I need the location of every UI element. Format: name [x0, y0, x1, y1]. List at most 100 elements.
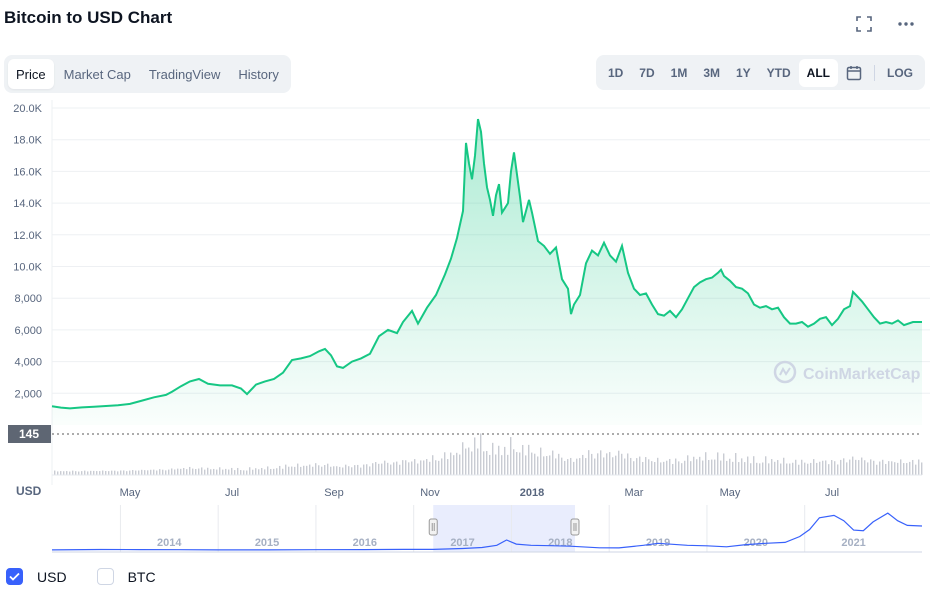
navigator-year-label: 2014	[157, 537, 182, 549]
volume-bar	[330, 466, 332, 475]
volume-bar	[675, 458, 677, 475]
volume-bar	[900, 459, 902, 475]
volume-bar	[504, 446, 506, 475]
volume-bar	[738, 462, 740, 475]
navigator-handle[interactable]	[428, 518, 438, 536]
volume-bar	[84, 470, 86, 475]
range-1d-button[interactable]: 1D	[607, 65, 624, 80]
more-icon[interactable]	[896, 14, 916, 34]
fullscreen-icon[interactable]	[854, 14, 874, 34]
volume-bar	[546, 456, 548, 475]
legend-usd[interactable]: USD	[6, 568, 67, 585]
volume-bar	[642, 461, 644, 475]
range-7d-button[interactable]: 7D	[639, 65, 655, 80]
usd-checkbox[interactable]	[6, 568, 23, 585]
volume-bar	[867, 462, 869, 475]
volume-bar	[501, 455, 503, 475]
volume-bar	[570, 457, 572, 475]
volume-bar	[132, 470, 134, 475]
range-ytd-button[interactable]: YTD	[766, 65, 791, 80]
volume-bar	[816, 462, 818, 475]
volume-bar	[558, 453, 560, 475]
volume-bar	[669, 458, 671, 475]
navigator-handle[interactable]	[570, 518, 580, 536]
volume-bar	[663, 461, 665, 475]
volume-bar	[825, 460, 827, 475]
volume-bar	[732, 461, 734, 475]
price-chart[interactable]: 2,000 4,000 6,000 8,000 10.0K 12.0K 14.0K 16.0K…	[0, 100, 930, 560]
volume-bar	[303, 465, 305, 475]
volume-bar	[57, 471, 59, 475]
navigator-line	[51, 512, 923, 551]
volume-bar	[624, 458, 626, 475]
volume-bar	[306, 465, 308, 475]
volume-bar	[399, 464, 401, 475]
volume-bar	[126, 471, 128, 475]
volume-bar	[780, 463, 782, 475]
price-line	[51, 118, 922, 410]
volume-bar	[462, 442, 464, 475]
tab-market-cap[interactable]: Market Cap	[63, 66, 131, 82]
volume-bar	[477, 448, 479, 475]
volume-bar	[564, 460, 566, 475]
tab-history[interactable]: History	[238, 66, 279, 82]
volume-bar	[516, 452, 518, 475]
tab-tradingview[interactable]: TradingView	[148, 66, 221, 82]
volume-bar	[717, 452, 719, 475]
volume-bar	[387, 462, 389, 475]
navigator-handles[interactable]	[428, 518, 580, 536]
volume-bar	[372, 463, 374, 475]
btc-checkbox[interactable]	[96, 568, 114, 585]
volume-bar	[729, 458, 731, 475]
volume-bar	[576, 458, 578, 475]
volume-bar	[741, 458, 743, 475]
x-tick-label: Mar	[625, 487, 644, 499]
volume-bar	[156, 470, 158, 475]
volume-bar	[654, 462, 656, 475]
range-all-button[interactable]: ALL	[798, 58, 838, 87]
volume-bar	[873, 460, 875, 475]
range-1m-button[interactable]: 1M	[670, 65, 688, 80]
volume-bar	[264, 469, 266, 475]
volume-bar	[489, 454, 491, 475]
top-actions	[854, 14, 916, 34]
volume-bar	[87, 471, 89, 475]
volume-bar	[858, 460, 860, 475]
navigator-window[interactable]	[433, 505, 575, 552]
volume-bar	[921, 462, 923, 475]
volume-bar	[423, 460, 425, 475]
range-3m-button[interactable]: 3M	[703, 65, 720, 80]
navigator-year-label: 2021	[841, 537, 865, 549]
volume-bar	[789, 463, 791, 475]
volume-bar	[102, 470, 104, 475]
volume-bar	[141, 469, 143, 475]
y-tick-label: 12.0K	[13, 230, 42, 242]
volume-bar	[891, 461, 893, 475]
volume-bar	[513, 449, 515, 475]
chart-title: Bitcoin to USD Chart	[4, 8, 173, 27]
volume-bar	[876, 464, 878, 475]
legend: USD BTC	[6, 568, 156, 585]
navigator-year-label: 2020	[744, 537, 768, 549]
volume-bar	[855, 459, 857, 475]
navigator[interactable]: 2014 2015 2016 2017 2018 2019 2020 2021	[51, 505, 923, 553]
legend-usd-label: USD	[37, 568, 67, 585]
navigator-year-label: 2015	[255, 537, 279, 549]
legend-btc[interactable]: BTC	[96, 568, 156, 585]
x-tick-label: Nov	[420, 487, 440, 499]
log-scale-button[interactable]: LOG	[887, 65, 913, 80]
volume-bar	[129, 470, 131, 475]
tab-price[interactable]: Price	[8, 59, 54, 89]
volume-bar	[534, 453, 536, 475]
x-axis-ticks: May Jul Sep Nov 2018 Mar May Jul	[120, 487, 839, 499]
volume-bar	[786, 463, 788, 475]
calendar-icon[interactable]	[838, 59, 870, 87]
volume-bar	[474, 437, 476, 475]
volume-bar	[714, 459, 716, 475]
volume-bar	[894, 462, 896, 475]
range-1y-button[interactable]: 1Y	[735, 65, 751, 80]
volume-bar	[840, 459, 842, 475]
volume-bar	[552, 450, 554, 475]
volume-bar	[429, 461, 431, 475]
legend-btc-label: BTC	[127, 568, 156, 585]
